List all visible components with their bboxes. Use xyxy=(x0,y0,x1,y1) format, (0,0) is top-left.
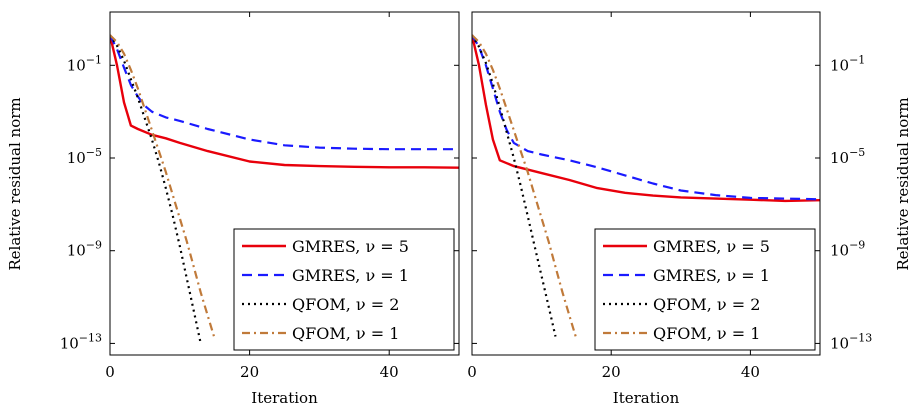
plot-frame xyxy=(109,11,460,356)
y-axis-label: Relative residual norm xyxy=(894,97,912,270)
series-group xyxy=(110,34,459,344)
series-line-3 xyxy=(472,34,557,337)
y-axis-label: Relative residual norm xyxy=(6,97,24,270)
x-tick-label: 0 xyxy=(105,363,115,381)
legend-label: GMRES, ν = 5 xyxy=(653,237,770,256)
legend: GMRES, ν = 5 GMRES, ν = 1 QFOM, ν = 2 QFOM,… xyxy=(594,228,816,351)
panel-left: 0 20 40 10−1 10−5 10−9 10−13 Iteration Relative … xyxy=(6,11,460,407)
legend-box xyxy=(233,228,455,351)
x-axis-label: Iteration xyxy=(613,389,680,407)
legend-label: QFOM, ν = 2 xyxy=(292,295,399,314)
legend-label: QFOM, ν = 1 xyxy=(653,324,760,343)
series-group xyxy=(472,34,820,340)
legend-label: GMRES, ν = 1 xyxy=(653,266,770,285)
series-line-4 xyxy=(472,34,578,340)
y-tick-label: 10−13 xyxy=(60,331,102,352)
plot-frame xyxy=(471,11,821,356)
x-tick-label: 40 xyxy=(380,363,399,381)
legend-label: GMRES, ν = 1 xyxy=(292,266,409,285)
y-tick-label: 10−1 xyxy=(830,53,865,74)
x-axis-label: Iteration xyxy=(251,389,318,407)
x-tick-label: 20 xyxy=(240,363,259,381)
legend-label: QFOM, ν = 1 xyxy=(292,324,399,343)
legend-label: GMRES, ν = 5 xyxy=(292,237,409,256)
y-tick-label: 10−9 xyxy=(830,239,865,260)
legend-label: QFOM, ν = 2 xyxy=(653,295,760,314)
x-tick-label: 40 xyxy=(741,363,760,381)
series-line-4 xyxy=(110,34,216,340)
y-tick-label: 10−9 xyxy=(67,239,102,260)
series-line-1 xyxy=(472,34,820,203)
series-line-2 xyxy=(110,34,459,151)
panel-right: 0 20 40 10−1 10−5 10−9 10−13 Iteration Relative … xyxy=(467,11,912,407)
y-tick-label: 10−5 xyxy=(830,146,865,167)
series-line-2 xyxy=(472,34,820,201)
y-tick-label: 10−13 xyxy=(830,331,872,352)
series-line-3 xyxy=(110,34,202,344)
x-tick-label: 0 xyxy=(467,363,477,381)
x-tick-label: 20 xyxy=(602,363,621,381)
series-line-1 xyxy=(110,34,459,169)
legend-box xyxy=(594,228,816,351)
y-tick-label: 10−1 xyxy=(67,53,102,74)
legend: GMRES, ν = 5 GMRES, ν = 1 QFOM, ν = 2 QFOM,… xyxy=(233,228,455,351)
y-tick-label: 10−5 xyxy=(67,146,102,167)
